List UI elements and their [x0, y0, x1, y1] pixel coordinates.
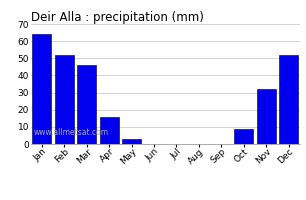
- Bar: [122, 139, 141, 144]
- Bar: [55, 55, 74, 144]
- Text: Deir Alla : precipitation (mm): Deir Alla : precipitation (mm): [31, 11, 203, 24]
- Bar: [100, 117, 119, 144]
- Bar: [234, 129, 253, 144]
- Bar: [279, 55, 298, 144]
- Bar: [32, 34, 51, 144]
- Text: www.allmetsat.com: www.allmetsat.com: [33, 128, 108, 137]
- Bar: [257, 89, 276, 144]
- Bar: [77, 65, 96, 144]
